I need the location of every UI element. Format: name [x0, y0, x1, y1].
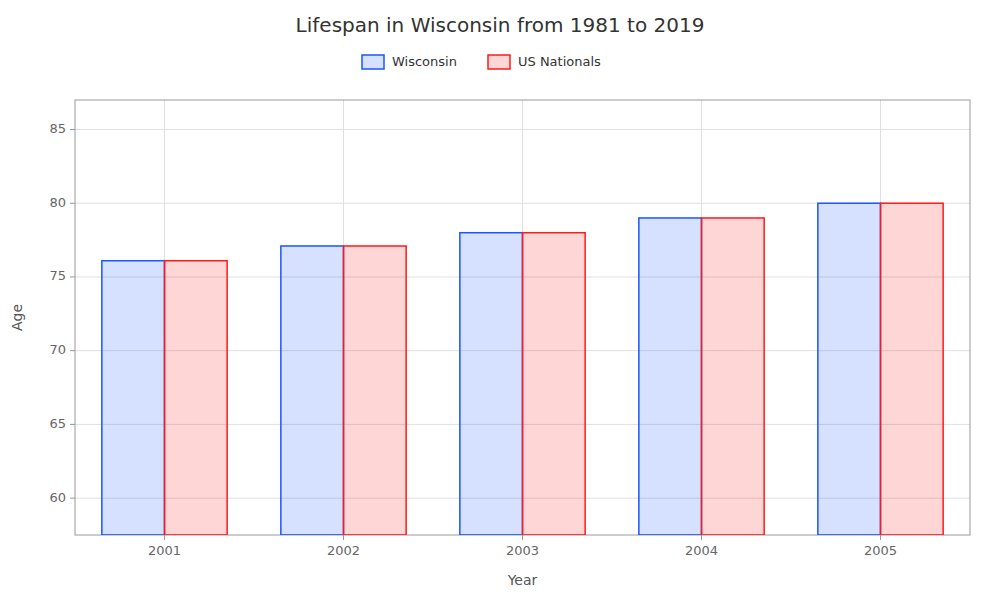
y-tick-label: 75 [49, 268, 66, 283]
x-tick [701, 535, 702, 540]
x-tick [164, 535, 165, 540]
bar [702, 218, 765, 535]
y-axis-label: Age [9, 304, 25, 331]
x-tick [880, 535, 881, 540]
chart-container: 60 65 70 75 80 85 2001 2002 2003 2004 2005 Year Age L… [0, 0, 1000, 600]
x-tick [522, 535, 523, 540]
y-tick [70, 424, 75, 425]
bar [639, 218, 702, 535]
bar [523, 233, 586, 535]
y-tick [70, 498, 75, 499]
legend-label: Wisconsin [392, 54, 457, 69]
bars [102, 203, 943, 535]
x-tick [343, 535, 344, 540]
bar [344, 246, 407, 535]
y-tick [70, 129, 75, 130]
y-tick-label: 60 [49, 490, 66, 505]
chart-svg: 60 65 70 75 80 85 2001 2002 2003 2004 2005 Year Age L… [0, 0, 1000, 600]
x-tick-label: 2004 [685, 543, 718, 558]
legend-item: US Nationals [488, 54, 601, 70]
x-tick-label: 2003 [506, 543, 539, 558]
chart-title: Lifespan in Wisconsin from 1981 to 2019 [296, 13, 705, 37]
y-tick-label: 70 [49, 342, 66, 357]
x-axis-label: Year [507, 572, 538, 588]
y-tick [70, 203, 75, 204]
x-tick-label: 2005 [864, 543, 897, 558]
axes: 60 65 70 75 80 85 2001 2002 2003 2004 2005 [49, 121, 897, 558]
bar [460, 233, 523, 535]
plot-frame [75, 100, 970, 535]
x-tick-label: 2002 [327, 543, 360, 558]
legend-swatch [488, 55, 510, 69]
y-tick [70, 350, 75, 351]
x-tick-label: 2001 [148, 543, 181, 558]
bar [281, 246, 344, 535]
bar [165, 261, 228, 535]
bar [881, 203, 944, 535]
legend-item: Wisconsin [362, 54, 457, 70]
bar [102, 261, 165, 535]
y-tick-label: 65 [49, 416, 66, 431]
legend-label: US Nationals [518, 54, 601, 69]
y-tick [70, 276, 75, 277]
y-tick-label: 85 [49, 121, 66, 136]
legend-swatch [362, 55, 384, 69]
y-tick-label: 80 [49, 195, 66, 210]
bar [818, 203, 881, 535]
grid [75, 100, 970, 535]
legend: Wisconsin US Nationals [362, 54, 601, 70]
